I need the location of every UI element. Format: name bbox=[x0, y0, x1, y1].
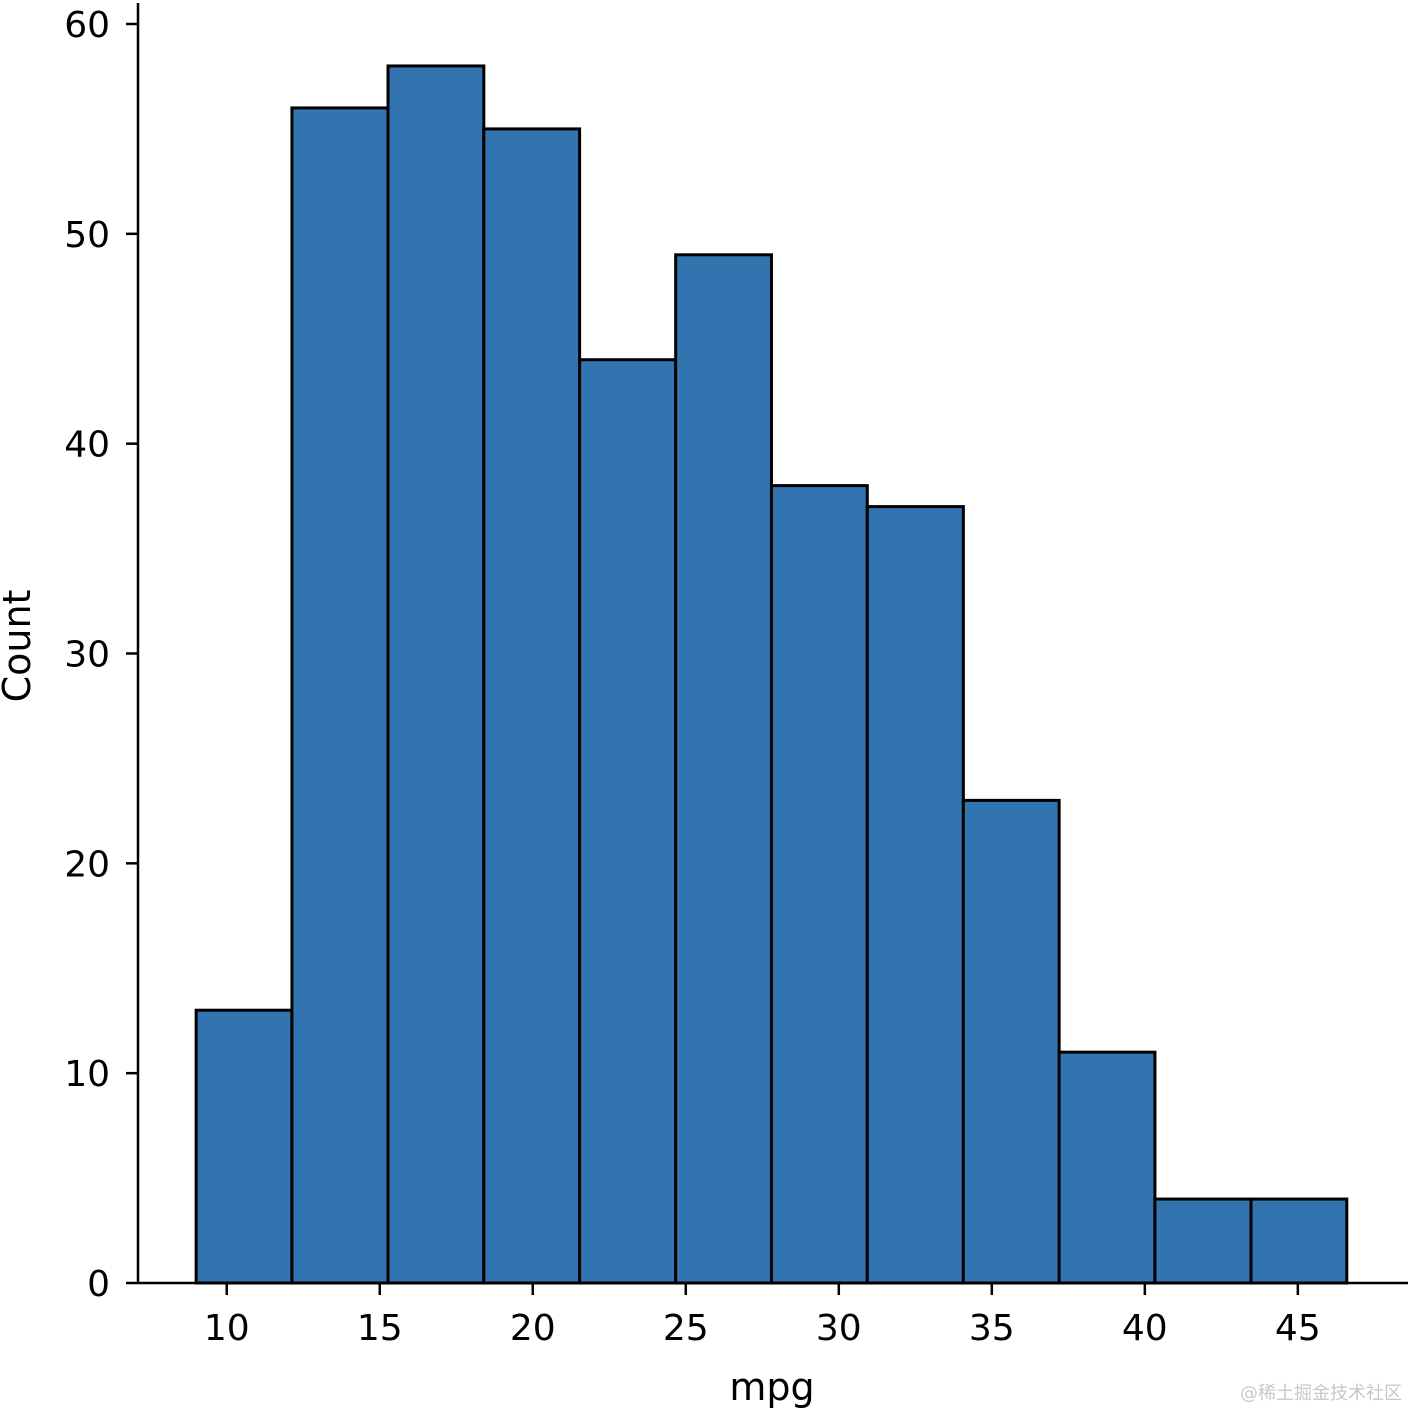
histogram-bar bbox=[865, 505, 965, 1285]
histogram-bar bbox=[482, 127, 582, 1285]
watermark-text: @稀土掘金技术社区 bbox=[1240, 1383, 1402, 1404]
histogram-bar bbox=[674, 253, 773, 1285]
y-tick-label: 60 bbox=[64, 5, 110, 46]
x-tick-label: 30 bbox=[816, 1308, 862, 1349]
histogram-bar bbox=[290, 106, 390, 1285]
y-tick-label: 0 bbox=[87, 1264, 110, 1305]
histogram-bar bbox=[194, 1008, 294, 1285]
x-tick-label: 25 bbox=[663, 1308, 709, 1349]
histogram-bar bbox=[386, 64, 486, 1285]
x-tick-label: 10 bbox=[204, 1308, 250, 1349]
x-tick-label: 15 bbox=[357, 1308, 403, 1349]
x-tick-label: 40 bbox=[1122, 1308, 1168, 1349]
bars-group bbox=[194, 64, 1349, 1285]
y-tick-label: 20 bbox=[64, 844, 110, 885]
y-tick-label: 50 bbox=[64, 215, 110, 256]
y-axis-label: Count bbox=[0, 590, 39, 703]
y-tick-label: 40 bbox=[64, 425, 110, 466]
histogram-bar bbox=[961, 798, 1061, 1285]
histogram-bar bbox=[769, 484, 869, 1285]
histogram-bar bbox=[578, 358, 678, 1285]
y-tick-label: 10 bbox=[64, 1054, 110, 1095]
x-ticks-group: 10 15 20 25 30 35 40 45 bbox=[204, 1283, 1321, 1349]
y-tick-label: 30 bbox=[64, 634, 110, 675]
y-ticks-group: 0 10 20 30 40 50 60 bbox=[64, 5, 138, 1305]
x-tick-label: 35 bbox=[969, 1308, 1015, 1349]
x-tick-label: 20 bbox=[510, 1308, 556, 1349]
x-axis-label: mpg bbox=[729, 1365, 814, 1409]
histogram-bar bbox=[1057, 1050, 1157, 1285]
axes-group bbox=[136, 3, 1408, 1285]
x-tick-label: 45 bbox=[1275, 1308, 1321, 1349]
histogram-bar bbox=[1153, 1197, 1253, 1285]
histogram-bar bbox=[1249, 1197, 1349, 1285]
